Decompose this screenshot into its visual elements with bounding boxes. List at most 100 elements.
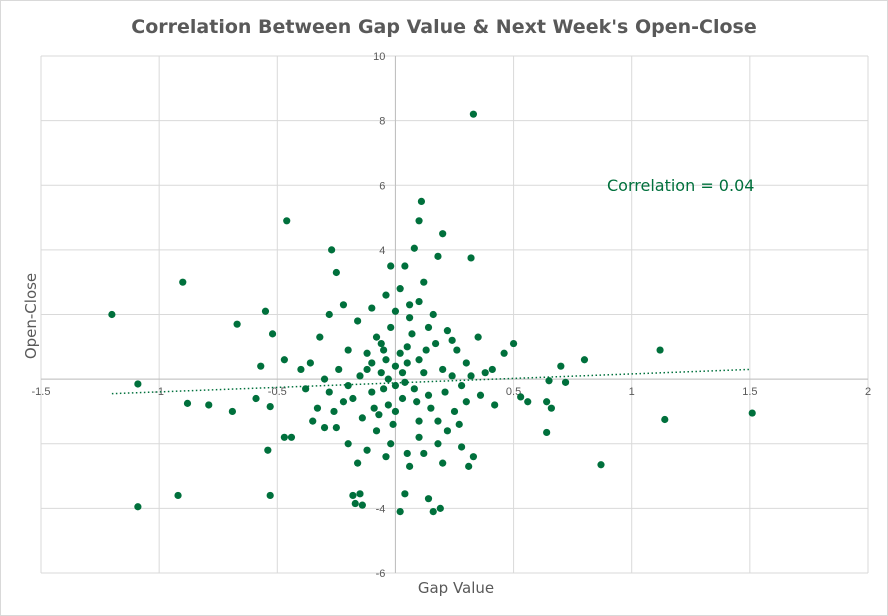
data-point — [387, 323, 395, 332]
data-point — [354, 459, 362, 467]
data-point — [387, 440, 395, 448]
data-point — [524, 398, 532, 406]
data-point — [174, 491, 182, 500]
y-tick-label: 8 — [379, 116, 385, 128]
data-point — [422, 346, 430, 354]
data-point — [391, 381, 400, 390]
data-point — [457, 443, 466, 451]
data-point — [368, 359, 376, 367]
data-point — [443, 427, 452, 435]
data-point — [580, 356, 589, 364]
data-point — [287, 433, 296, 441]
x-tick-label: 2 — [865, 386, 871, 398]
data-point — [320, 423, 329, 432]
x-tick-label: -0.5 — [268, 386, 287, 398]
data-point — [443, 327, 452, 335]
data-point — [543, 398, 551, 406]
y-tick-label: -4 — [376, 503, 386, 515]
data-point — [134, 503, 142, 511]
data-point — [108, 310, 116, 319]
data-point — [358, 414, 366, 422]
data-point — [401, 262, 409, 270]
data-point — [396, 349, 404, 357]
data-point — [382, 356, 390, 364]
data-point — [264, 446, 272, 454]
data-point — [500, 349, 508, 357]
data-point — [396, 508, 404, 516]
data-point — [306, 359, 314, 367]
data-point — [349, 394, 357, 403]
data-point — [387, 262, 395, 270]
data-point — [661, 415, 669, 424]
data-point — [427, 404, 435, 412]
data-point — [233, 320, 241, 328]
data-point — [410, 244, 418, 252]
data-point — [363, 365, 371, 374]
data-point — [543, 428, 551, 437]
data-point — [228, 407, 236, 416]
trendline — [111, 368, 750, 395]
data-point — [356, 372, 364, 380]
data-point — [403, 449, 411, 458]
data-point — [389, 420, 397, 428]
y-axis-title: Open-Close — [22, 273, 40, 359]
x-tick-label: 0.5 — [506, 386, 521, 398]
data-point — [368, 304, 376, 312]
data-point — [417, 197, 426, 206]
data-point — [453, 346, 461, 354]
data-point — [401, 490, 409, 498]
data-point — [474, 333, 482, 341]
data-point — [469, 110, 478, 118]
correlation-annotation: Correlation = 0.04 — [607, 176, 754, 195]
data-point — [391, 307, 400, 315]
data-point — [354, 317, 362, 325]
data-point — [398, 394, 407, 403]
data-points — [108, 110, 756, 516]
data-point — [266, 491, 274, 500]
data-point — [415, 297, 423, 306]
data-point — [455, 420, 463, 428]
data-point — [424, 323, 433, 332]
data-point — [488, 365, 496, 374]
data-point — [434, 252, 442, 260]
data-point — [457, 381, 466, 390]
data-point — [358, 501, 366, 509]
x-tick-label: -1.5 — [32, 386, 51, 398]
data-point — [309, 417, 317, 425]
data-point — [434, 440, 442, 448]
data-point — [252, 394, 260, 403]
data-point — [557, 362, 565, 370]
data-point — [391, 407, 400, 416]
data-point — [547, 404, 555, 412]
data-point — [283, 217, 291, 225]
data-point — [448, 372, 456, 380]
data-point — [415, 433, 423, 441]
data-point — [335, 365, 343, 374]
data-point — [406, 301, 414, 309]
data-point — [344, 346, 352, 354]
data-point — [465, 462, 473, 470]
data-point — [268, 330, 277, 338]
x-axis: -1.5 -1 -0.5 0.5 1 1.5 2 — [32, 378, 871, 398]
data-point — [469, 453, 478, 461]
data-point — [183, 399, 192, 407]
data-point — [377, 339, 385, 348]
data-point — [134, 380, 142, 388]
data-point — [439, 459, 447, 467]
data-point — [434, 417, 442, 425]
data-point — [332, 268, 340, 277]
data-point — [597, 461, 605, 469]
data-point — [384, 375, 392, 383]
data-point — [328, 246, 336, 254]
data-point — [344, 440, 352, 448]
data-point — [377, 369, 385, 377]
data-point — [408, 330, 416, 338]
data-point — [467, 372, 475, 380]
y-axis: -6 -4 4 6 8 10 — [373, 51, 396, 580]
data-point — [439, 230, 447, 238]
trendline-group — [111, 368, 750, 395]
data-point — [429, 508, 437, 516]
x-tick-label: 1 — [629, 386, 635, 398]
data-point — [313, 404, 322, 412]
data-point — [448, 336, 456, 344]
